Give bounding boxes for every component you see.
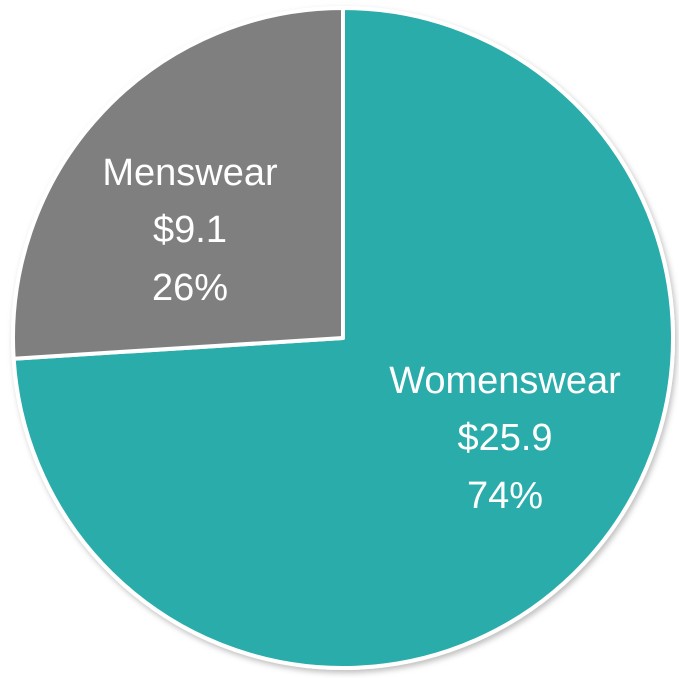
- pie-slice: [11, 6, 345, 361]
- category-label: Menswear: [102, 152, 278, 194]
- percent-label: 74%: [467, 475, 543, 517]
- amount-label: $25.9: [457, 417, 552, 459]
- pie: [11, 6, 675, 670]
- category-label: Womenswear: [389, 360, 621, 402]
- percent-label: 26%: [152, 267, 228, 309]
- amount-label: $9.1: [153, 209, 227, 251]
- labels: Womenswear $25.9 74% Menswear $9.1 26%: [102, 152, 621, 517]
